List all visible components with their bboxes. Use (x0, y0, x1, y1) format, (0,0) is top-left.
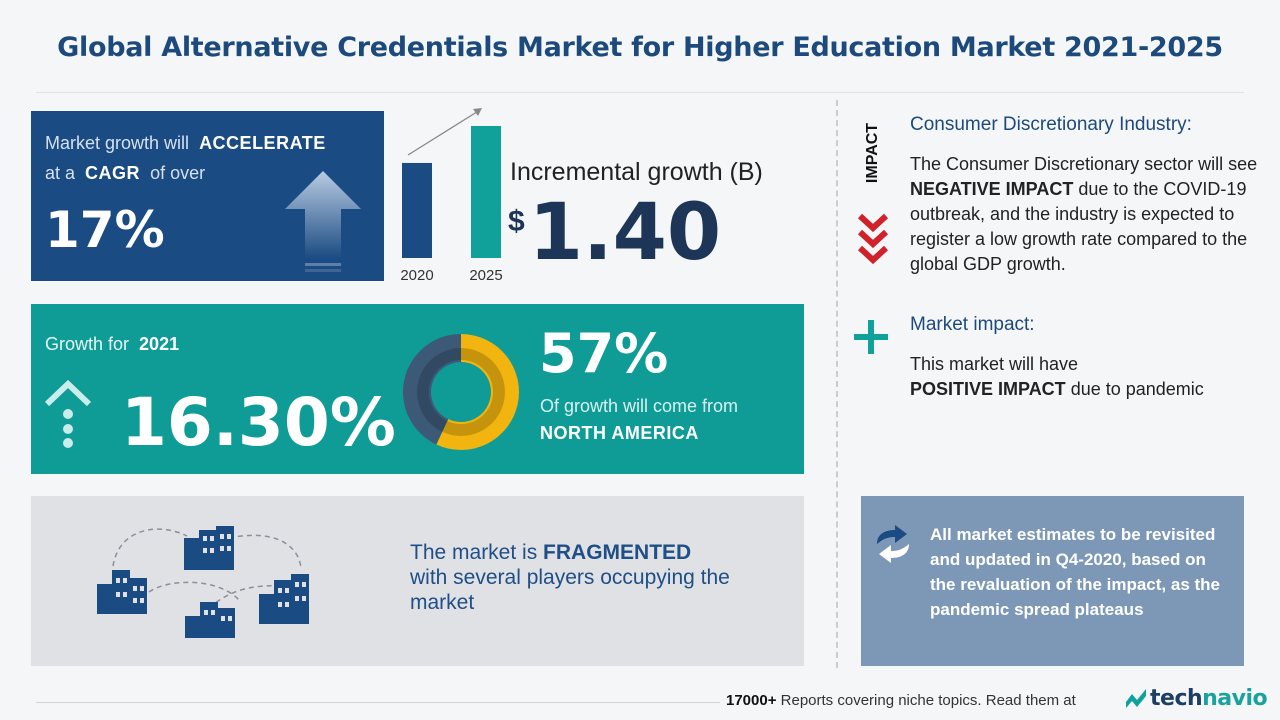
footer-text: 17000+ Reports covering niche topics. Re… (726, 692, 1076, 709)
donut-inner-ring (417, 348, 505, 436)
bar-label-2020: 2020 (400, 267, 433, 284)
industry-text: The Consumer Discretionary sector will s… (910, 152, 1270, 277)
growth-year: 2021 (139, 334, 180, 354)
technavio-logo-icon[interactable] (1124, 686, 1148, 710)
technavio-logo[interactable]: technavio (1150, 686, 1268, 711)
incremental-bar-chart: 2020 2025 (400, 108, 503, 284)
industry-emph: NEGATIVE IMPACT (910, 179, 1074, 199)
title-divider (36, 92, 1244, 93)
growth-value: 16.30% (121, 384, 396, 461)
growth-label: Growth for 2021 (45, 334, 179, 355)
impact-label-text: IMPACT (864, 123, 881, 183)
cagr-value: 17% (45, 201, 165, 259)
industry-text-1: The Consumer Discretionary sector will s… (910, 154, 1258, 174)
cagr-line2-suffix: of over (150, 163, 206, 183)
industry-text-2: due to the COVID-19 outbreak, and the in… (910, 179, 1248, 274)
industry-heading: Consumer Discretionary Industry: (910, 114, 1192, 135)
bar-label-2025: 2025 (469, 267, 502, 284)
buildings-network-illustration (97, 526, 309, 638)
region-name: NORTH AMERICA (540, 423, 699, 443)
market-text-1: This market will have (910, 354, 1079, 374)
fragmented-prefix: The market is (410, 541, 538, 564)
cagr-line-1: Market growth will ACCELERATE (45, 133, 326, 154)
donut-hole (439, 370, 483, 414)
market-impact-heading: Market impact: (910, 314, 1035, 335)
cagr-line-2: at a CAGR of over (45, 163, 205, 184)
donut-slice-rest (403, 334, 461, 445)
incremental-value: $1.40 (508, 188, 721, 278)
market-text-2: due to pandemic (1070, 379, 1204, 399)
page-title: Global Alternative Credentials Market fo… (57, 32, 1223, 63)
growth-up-icon (44, 379, 92, 448)
incremental-label: Incremental growth (B) (510, 158, 763, 186)
cagr-line1-prefix: Market growth will (45, 133, 190, 153)
impact-vertical-label: IMPACT (864, 123, 881, 183)
plus-icon (854, 320, 888, 354)
logo-part-a: tech (1150, 686, 1203, 711)
footer-caption: Reports covering niche topics. Read them… (780, 692, 1076, 709)
update-note-panel: All market estimates to be revisited and… (861, 496, 1244, 666)
donut-slice-north-america (436, 334, 519, 450)
cagr-line2-prefix: at a (45, 163, 76, 183)
fragmented-rest: with several players occupying the marke… (410, 566, 730, 614)
fragmented-emph: FRAGMENTED (543, 541, 692, 564)
market-emph: POSITIVE IMPACT (910, 379, 1066, 399)
footer-divider (36, 702, 720, 703)
trend-line (407, 109, 481, 156)
footer-count: 17000+ (726, 692, 777, 709)
refresh-arrows-icon (877, 525, 909, 563)
update-note-text: All market estimates to be revisited and… (930, 525, 1221, 619)
building-icon (97, 526, 309, 638)
region-donut-chart (403, 334, 519, 450)
currency-symbol: $ (508, 205, 525, 238)
bar-2020 (402, 162, 432, 258)
trend-arrowhead (473, 108, 482, 116)
growth-panel: Growth for 2021 16.30% 57% Of growth wil… (31, 304, 804, 474)
up-arrow-icon (285, 171, 361, 272)
fragmented-panel: The market is FRAGMENTED with several pl… (31, 496, 804, 666)
bar-2025 (471, 126, 501, 258)
fragmented-text: The market is FRAGMENTED with several pl… (410, 540, 790, 615)
column-divider (836, 100, 838, 668)
logo-part-b: navio (1202, 686, 1268, 711)
region-share-text: Of growth will come from (540, 396, 739, 416)
cagr-line1-emph: ACCELERATE (199, 133, 326, 153)
region-share-value: 57% (539, 322, 669, 385)
incremental-amount: 1.40 (528, 188, 722, 278)
growth-label-prefix: Growth for (45, 334, 130, 354)
market-impact-text: This market will have POSITIVE IMPACT du… (910, 352, 1250, 402)
cagr-panel: Market growth will ACCELERATE at a CAGR … (31, 111, 384, 281)
cagr-line2-emph: CAGR (85, 163, 141, 183)
chevron-down-icon (857, 213, 889, 265)
